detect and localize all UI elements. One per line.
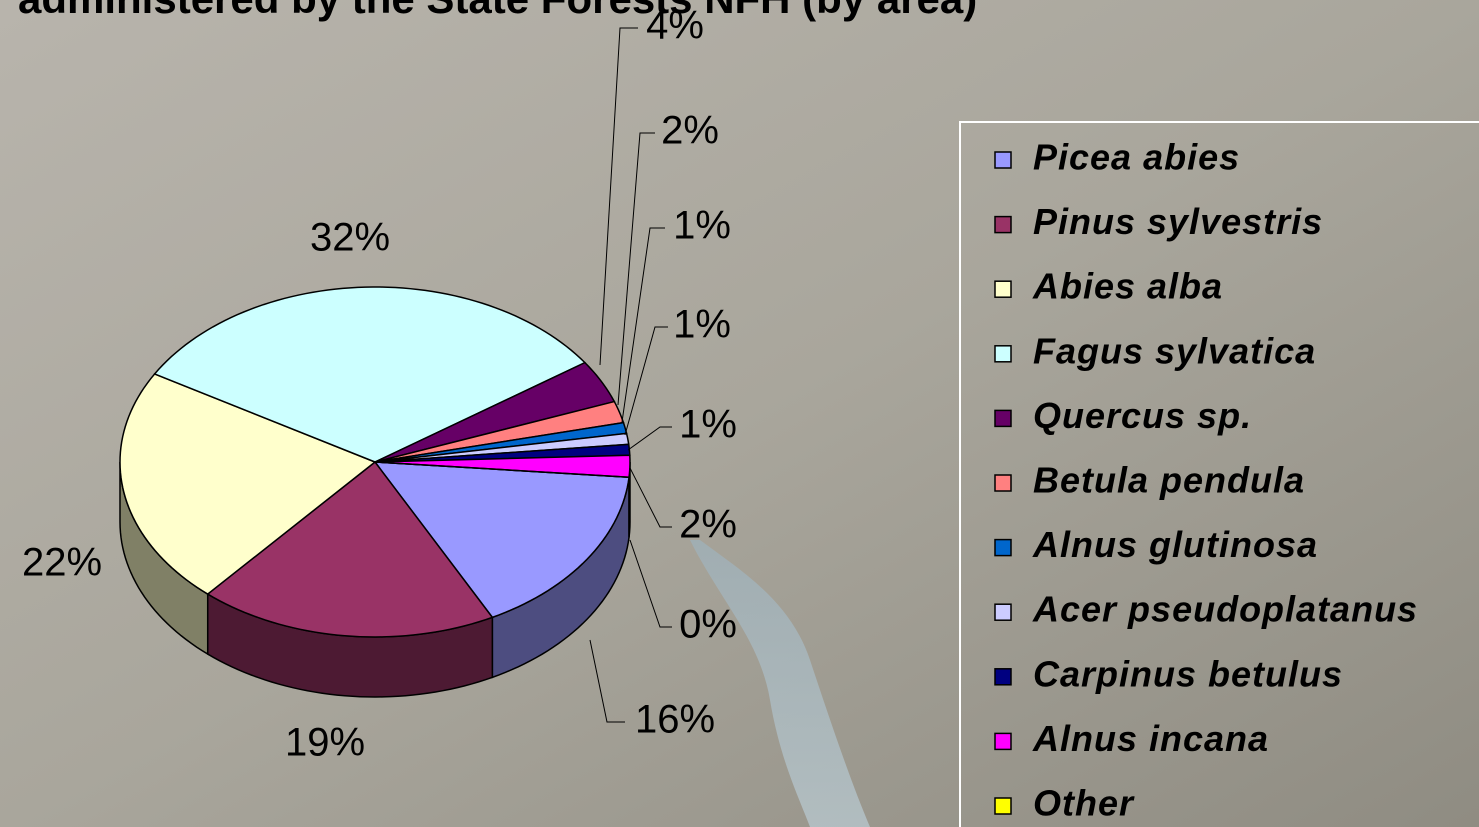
- legend-swatch: [994, 345, 1012, 363]
- data-label: 2%: [661, 109, 719, 153]
- legend-label: Betula pendula: [1033, 460, 1305, 501]
- legend-swatch: [994, 151, 1012, 169]
- legend-label: Quercus sp.: [1033, 395, 1252, 436]
- leader-line: [599, 27, 638, 366]
- labels: 16% 19% 22% 32% 4% 2% 1% 1% 1% 2% 0%: [22, 4, 737, 765]
- legend: Picea abies Pinus sylvestris Abies alba Fag…: [994, 137, 1418, 824]
- legend-box: [959, 121, 1479, 827]
- data-label: 22%: [22, 541, 102, 585]
- legend-swatch: [994, 474, 1012, 492]
- legend-label: Carpinus betulus: [1033, 653, 1343, 694]
- legend-label: Fagus sylvatica: [1033, 330, 1316, 371]
- legend-label: Acer pseudoplatanus: [1032, 589, 1418, 630]
- legend-swatch: [994, 409, 1012, 428]
- legend-label: Alnus glutinosa: [1032, 524, 1318, 565]
- legend-swatch: [994, 538, 1012, 557]
- leader-line: [627, 426, 672, 451]
- data-label: 1%: [673, 303, 731, 347]
- legend-label: Pinus sylvestris: [1033, 201, 1323, 242]
- data-label: 32%: [310, 216, 390, 260]
- legend-label: Other: [1033, 783, 1135, 824]
- pie-slice: [153, 286, 587, 463]
- pie-slice: [119, 373, 377, 595]
- background-river: [690, 540, 870, 827]
- data-label: 1%: [679, 403, 737, 447]
- data-label: 4%: [646, 4, 704, 48]
- leader-line: [617, 132, 655, 406]
- leader-line: [621, 227, 665, 423]
- data-label: 0%: [679, 603, 737, 647]
- chart-title: administered by the State Forests NFH (b…: [18, 0, 977, 22]
- legend-label: Alnus incana: [1032, 718, 1269, 759]
- data-label: 2%: [679, 503, 737, 547]
- data-label: 19%: [285, 721, 365, 765]
- data-label: 1%: [673, 204, 731, 248]
- legend-label: Picea abies: [1033, 137, 1240, 178]
- leader-line: [629, 539, 672, 628]
- legend-swatch: [994, 603, 1012, 621]
- legend-swatch: [994, 797, 1012, 815]
- pie: [119, 286, 631, 698]
- pie-slice: [373, 461, 630, 619]
- legend-swatch: [994, 215, 1012, 234]
- legend-swatch: [994, 280, 1012, 298]
- pie-slice: [206, 460, 494, 638]
- pie-slice: [374, 361, 616, 463]
- data-label: 16%: [635, 698, 715, 742]
- legend-swatch: [994, 732, 1012, 751]
- leader-line: [629, 467, 672, 528]
- leader-line: [589, 639, 625, 723]
- legend-swatch: [994, 668, 1012, 686]
- pie-slice: [374, 454, 631, 479]
- leader-line: [624, 326, 668, 436]
- legend-label: Abies alba: [1032, 266, 1223, 307]
